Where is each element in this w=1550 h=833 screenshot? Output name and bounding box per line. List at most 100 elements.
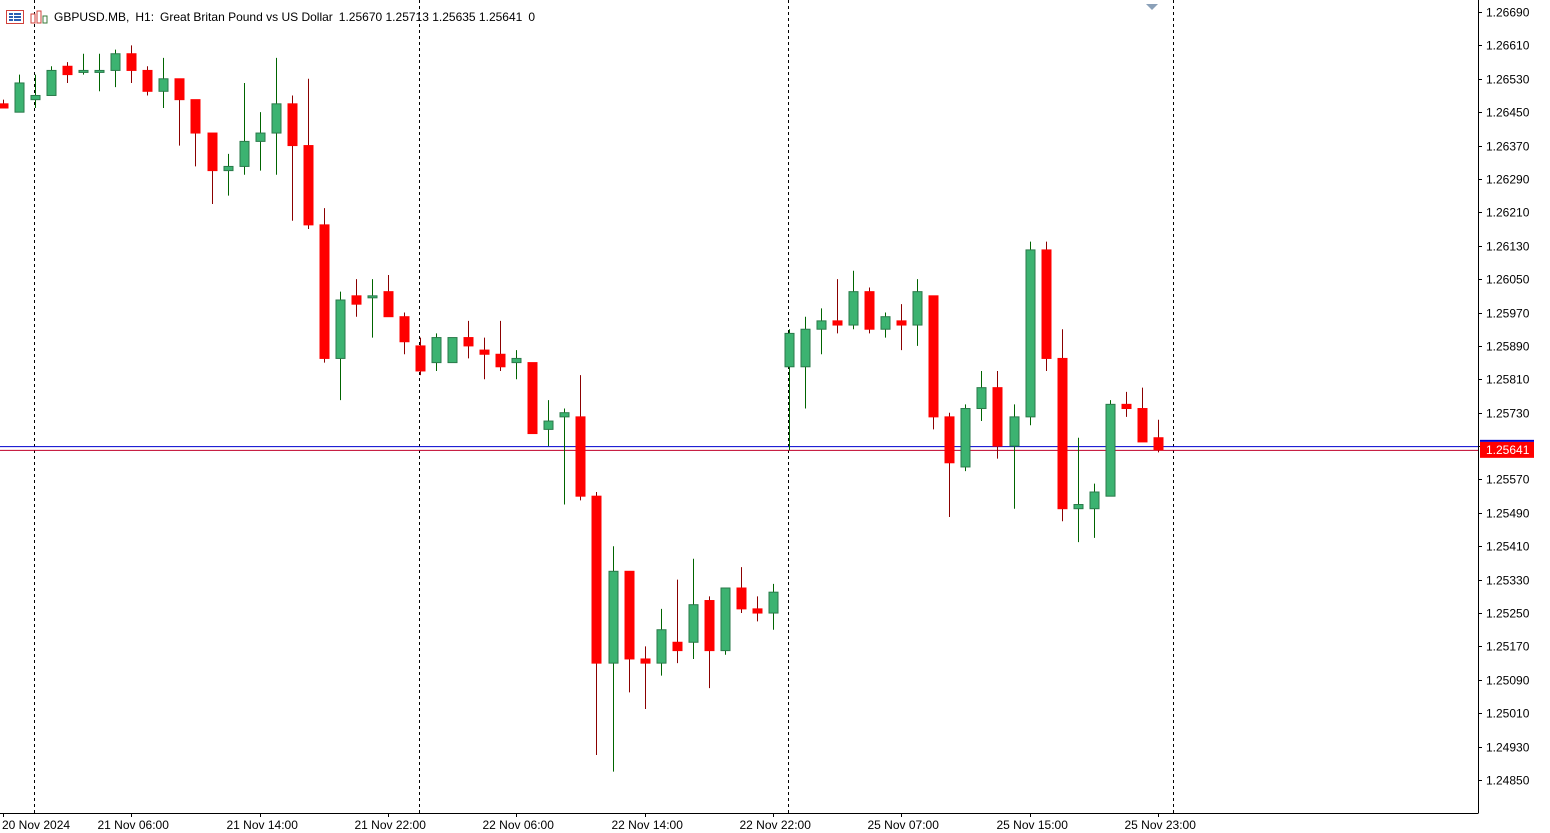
- tick-volume: 0: [528, 10, 535, 24]
- symbol-name: GBPUSD.MB,: [54, 10, 130, 24]
- candle: [190, 99, 201, 167]
- candle-body: [30, 94, 41, 101]
- candle: [543, 400, 554, 447]
- price-tick-label: 1.25410: [1486, 540, 1530, 554]
- candle: [1025, 241, 1036, 426]
- time-tick-label: 20 Nov 2024: [2, 818, 70, 832]
- candle-body: [190, 99, 201, 134]
- candle-body: [1025, 249, 1036, 418]
- candle-body: [126, 53, 137, 71]
- price-tick-label: 1.25250: [1486, 607, 1530, 621]
- price-tick-label: 1.25570: [1486, 473, 1530, 487]
- candle: [431, 333, 442, 371]
- candle: [960, 404, 971, 472]
- candle-body: [640, 658, 651, 664]
- candle: [1009, 404, 1020, 509]
- candle-body: [768, 591, 779, 614]
- price-tag-ask-mark: [1480, 439, 1534, 442]
- candle-body: [608, 570, 619, 664]
- candle: [495, 320, 506, 371]
- candle-body: [1137, 408, 1148, 443]
- candle-body: [880, 316, 891, 330]
- candle: [1041, 241, 1052, 371]
- candle: [142, 66, 153, 96]
- price-tick-label: 1.24930: [1486, 741, 1530, 755]
- candle-body: [527, 362, 538, 435]
- candle-body: [174, 78, 185, 101]
- time-tick-label: 21 Nov 14:00: [227, 818, 299, 832]
- candle: [720, 587, 731, 655]
- time-tick-label: 25 Nov 23:00: [1125, 818, 1197, 832]
- candle-body: [736, 587, 747, 610]
- price-tick-label: 1.26370: [1486, 140, 1530, 154]
- candle: [479, 337, 490, 380]
- candle-body: [239, 140, 250, 167]
- candle-body: [1105, 403, 1116, 497]
- price-tick-label: 1.25890: [1486, 340, 1530, 354]
- list-icon[interactable]: [6, 10, 24, 24]
- candle-body: [864, 291, 875, 330]
- candle: [335, 291, 346, 401]
- candle: [624, 570, 635, 693]
- current-price-tag: 1.25641: [1480, 439, 1534, 458]
- candle-body: [351, 295, 362, 305]
- candle: [255, 112, 266, 171]
- candle-body: [287, 103, 298, 147]
- price-tick-label: 1.25730: [1486, 407, 1530, 421]
- candle: [832, 279, 843, 334]
- time-tick-label: 25 Nov 15:00: [997, 818, 1069, 832]
- timeframe: H1:: [135, 10, 155, 24]
- candle: [736, 567, 747, 614]
- candle: [672, 579, 683, 664]
- candle-body: [158, 78, 169, 92]
- time-tick-label: 22 Nov 14:00: [612, 818, 684, 832]
- candle: [976, 370, 987, 422]
- current-price-label: 1.25641: [1486, 443, 1530, 457]
- candle: [656, 608, 667, 676]
- candle-body: [944, 416, 955, 464]
- bar-chart-icon[interactable]: [30, 10, 48, 24]
- candle: [447, 337, 458, 364]
- candle: [944, 412, 955, 518]
- price-axis: 1.26690 1.26610 1.26530 1.26450 1.26370 1.262…: [1478, 0, 1530, 813]
- candle-body: [255, 132, 266, 142]
- candle: [848, 270, 859, 330]
- candle: [1073, 437, 1084, 543]
- time-tick-label: 25 Nov 07:00: [868, 818, 940, 832]
- candle-body: [575, 416, 586, 497]
- price-lines: [0, 446, 1478, 451]
- price-tick-label: 1.25010: [1486, 707, 1530, 721]
- price-tick-label: 1.26290: [1486, 173, 1530, 187]
- candle-body: [672, 641, 683, 652]
- candle: [14, 74, 25, 113]
- candle: [575, 375, 586, 501]
- candle: [383, 274, 394, 318]
- candle: [415, 337, 426, 376]
- ohlc-values: 1.25670 1.25713 1.25635 1.25641: [338, 10, 523, 24]
- price-tick-label: 1.25810: [1486, 373, 1530, 387]
- candle-body: [1009, 416, 1020, 447]
- candle: [896, 304, 907, 351]
- candle: [174, 78, 185, 146]
- candle-body: [431, 337, 442, 364]
- candle: [1089, 483, 1100, 538]
- price-tick-label: 1.26530: [1486, 73, 1530, 87]
- candle-body: [14, 82, 25, 113]
- session-separators: [34, 0, 1174, 813]
- price-tick-label: 1.25970: [1486, 307, 1530, 321]
- candle-body: [399, 316, 410, 343]
- candle-body: [319, 224, 330, 359]
- candle-body: [207, 132, 218, 172]
- candle-body: [495, 353, 506, 368]
- candle-body: [223, 165, 234, 172]
- candle-body: [367, 295, 378, 299]
- candle-body: [832, 320, 843, 326]
- candle-body: [46, 69, 57, 96]
- candle: [752, 596, 763, 622]
- candle-body: [415, 345, 426, 372]
- candle: [1057, 329, 1068, 522]
- candle-body: [511, 357, 522, 364]
- candle-body: [559, 412, 570, 418]
